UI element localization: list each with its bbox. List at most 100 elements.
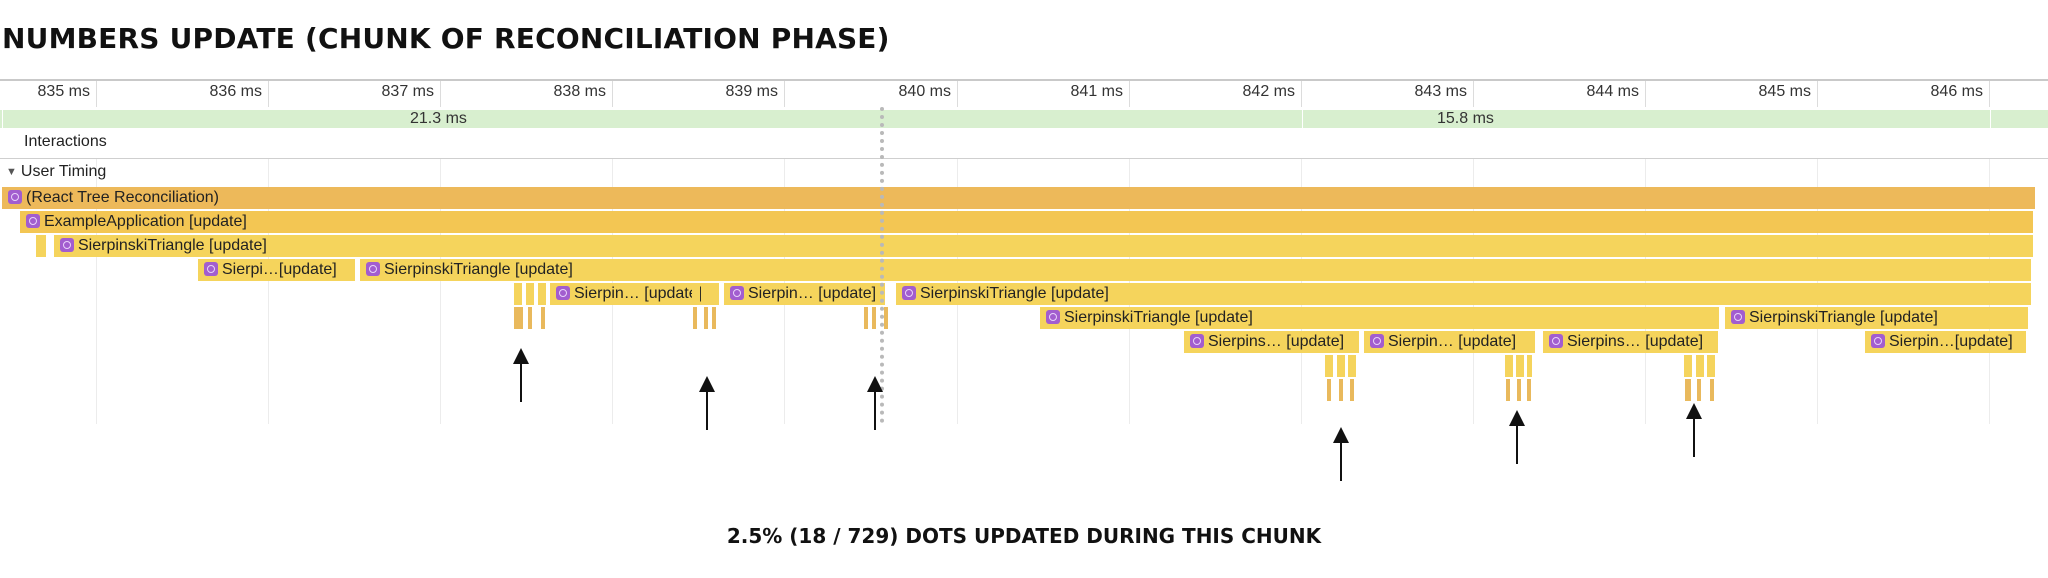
frame-separator (1302, 110, 1303, 128)
sierpinski-triangle-bar[interactable]: Sierpin… [update] (550, 283, 720, 305)
react-icon (8, 190, 22, 204)
react-icon (730, 286, 744, 300)
ruler-tick-line (440, 81, 441, 107)
small-update-bar[interactable] (1696, 355, 1704, 377)
sierpinski-triangle-bar[interactable]: Sierpin… [update] (1364, 331, 1536, 353)
ruler-tick-line (1473, 81, 1474, 107)
sierpinski-triangle-bar[interactable]: Sierpi…[update] (198, 259, 356, 281)
small-update-bar[interactable] (1527, 355, 1532, 377)
react-icon (366, 262, 380, 276)
frame-duration-1: 21.3 ms (410, 110, 467, 127)
small-update-bar[interactable] (712, 283, 718, 305)
tick-846: 846 ms (1930, 83, 1983, 100)
time-cursor-marker (880, 107, 884, 423)
bar-label: Sierpins… [update] (1208, 333, 1345, 350)
react-icon (1549, 334, 1563, 348)
sierpinski-triangle-bar[interactable]: SierpinskiTriangle [update] (54, 235, 2034, 257)
sierpinski-triangle-bar[interactable]: SierpinskiTriangle [update] (1040, 307, 1720, 329)
ruler-tick-line (1301, 81, 1302, 107)
small-update-bar[interactable] (1684, 355, 1692, 377)
react-icon (1046, 310, 1060, 324)
small-update-bar[interactable] (1348, 355, 1356, 377)
small-update-bar[interactable] (712, 307, 716, 329)
react-icon (60, 238, 74, 252)
bar-label: Sierpin… [update] (574, 285, 703, 302)
time-ruler[interactable]: 835 ms 836 ms 837 ms 838 ms 839 ms 840 m… (0, 81, 2048, 107)
small-update-bar[interactable] (1527, 379, 1531, 401)
tick-845: 845 ms (1758, 83, 1811, 100)
small-update-bar[interactable] (538, 283, 546, 305)
small-update-bar[interactable] (692, 283, 700, 305)
react-tree-reconciliation-bar[interactable]: (React Tree Reconciliation) (2, 187, 2036, 209)
react-icon (1190, 334, 1204, 348)
frame-duration-2: 15.8 ms (1437, 110, 1494, 127)
small-update-bar[interactable] (1337, 355, 1345, 377)
ruler-tick-line (1129, 81, 1130, 107)
small-update-bar[interactable] (1516, 355, 1524, 377)
grid-line (96, 159, 97, 424)
react-icon (1731, 310, 1745, 324)
sierpinski-triangle-bar[interactable]: SierpinskiTriangle [update] (896, 283, 2032, 305)
sierpinski-triangle-bar[interactable]: Sierpins… [update] (1543, 331, 1719, 353)
small-update-bar[interactable] (541, 307, 545, 329)
bar-label: (React Tree Reconciliation) (26, 189, 219, 206)
react-icon (26, 214, 40, 228)
tick-836: 836 ms (209, 83, 262, 100)
small-update-bar[interactable] (702, 283, 710, 305)
ruler-tick-line (1817, 81, 1818, 107)
sierpinski-triangle-bar[interactable]: Sierpin…[update] (1865, 331, 2027, 353)
small-update-bar[interactable] (1350, 379, 1354, 401)
small-update-bar[interactable] (36, 235, 46, 257)
tick-838: 838 ms (553, 83, 606, 100)
tick-842: 842 ms (1242, 83, 1295, 100)
small-update-bar[interactable] (1697, 379, 1701, 401)
bar-label: Sierpi…[update] (222, 261, 337, 278)
sierpinski-triangle-bar[interactable]: Sierpin… [update] (724, 283, 886, 305)
sierpinski-triangle-bar[interactable]: Sierpins… [update] (1184, 331, 1360, 353)
small-update-bar[interactable] (528, 307, 532, 329)
small-update-bar[interactable] (1685, 379, 1691, 401)
small-update-bar[interactable] (704, 307, 708, 329)
small-update-bar[interactable] (1506, 379, 1510, 401)
bar-label: Sierpin…[update] (1889, 333, 2013, 350)
user-timing-track-header[interactable]: ▼ User Timing (6, 163, 106, 181)
tick-837: 837 ms (381, 83, 434, 100)
small-update-bar[interactable] (1327, 379, 1331, 401)
small-update-bar[interactable] (1517, 379, 1521, 401)
small-update-bar[interactable] (1339, 379, 1343, 401)
small-update-bar[interactable] (693, 307, 697, 329)
bar-label: ExampleApplication [update] (44, 213, 247, 230)
small-update-bar[interactable] (884, 307, 888, 329)
small-update-bar[interactable] (1707, 355, 1715, 377)
ruler-tick-line (612, 81, 613, 107)
small-update-bar[interactable] (864, 307, 868, 329)
sierpinski-triangle-bar[interactable]: SierpinskiTriangle [update] (360, 259, 2032, 281)
small-update-bar[interactable] (514, 307, 523, 329)
tick-844: 844 ms (1586, 83, 1639, 100)
small-update-bar[interactable] (1505, 355, 1513, 377)
interactions-track-label[interactable]: Interactions (24, 133, 107, 150)
collapse-triangle-icon[interactable]: ▼ (6, 166, 17, 178)
frame-separator (2, 110, 3, 128)
tick-839: 839 ms (725, 83, 778, 100)
sierpinski-triangle-bar[interactable]: SierpinskiTriangle [update] (1725, 307, 2029, 329)
frame-separator (1990, 110, 1991, 128)
tick-835: 835 ms (37, 83, 90, 100)
tick-840: 840 ms (898, 83, 951, 100)
ruler-tick-line (268, 81, 269, 107)
ruler-tick-line (1645, 81, 1646, 107)
frames-track[interactable]: 21.3 ms 15.8 ms (0, 110, 2048, 128)
small-update-bar[interactable] (514, 283, 522, 305)
react-icon (1370, 334, 1384, 348)
small-update-bar[interactable] (526, 283, 534, 305)
page-title: NUMBERS UPDATE (CHUNK OF RECONCILIATION … (2, 22, 890, 55)
bar-label: SierpinskiTriangle [update] (1749, 309, 1938, 326)
bar-label: SierpinskiTriangle [update] (78, 237, 267, 254)
example-application-bar[interactable]: ExampleApplication [update] (20, 211, 2034, 233)
tick-841: 841 ms (1070, 83, 1123, 100)
small-update-bar[interactable] (872, 307, 876, 329)
react-icon (1871, 334, 1885, 348)
small-update-bar[interactable] (1325, 355, 1333, 377)
small-update-bar[interactable] (1710, 379, 1714, 401)
